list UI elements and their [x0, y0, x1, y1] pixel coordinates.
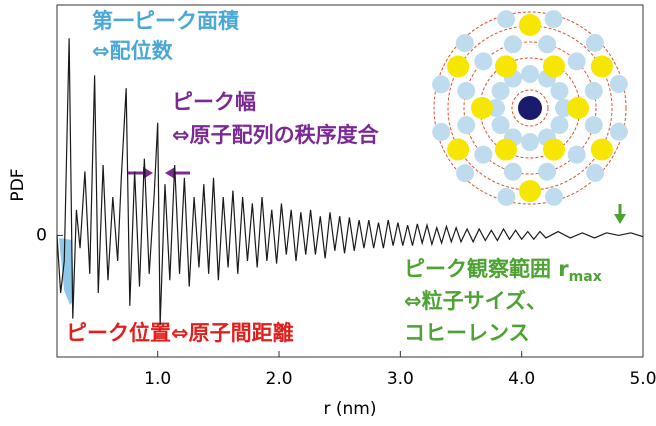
atom	[471, 97, 493, 119]
atom	[585, 82, 603, 100]
atom	[447, 56, 469, 78]
atom	[550, 82, 568, 100]
atom	[586, 164, 604, 182]
annotation: ピーク位置⇔原子間距離	[66, 321, 294, 345]
atom	[521, 65, 539, 83]
x-tick-label: 2.0	[266, 369, 293, 389]
atom	[586, 34, 604, 52]
atom	[585, 116, 603, 134]
x-axis-label: r (nm)	[324, 399, 377, 419]
atom	[497, 10, 515, 28]
atom	[521, 133, 539, 151]
atom	[545, 188, 563, 206]
atom	[456, 34, 474, 52]
atom	[495, 55, 517, 77]
x-tick-label: 5.0	[629, 369, 656, 389]
atom	[456, 164, 474, 182]
y-axis-label: PDF	[8, 168, 28, 201]
annotation-text: ピーク観察範囲 r	[404, 257, 569, 281]
center-atom	[518, 96, 542, 120]
atom	[504, 35, 522, 53]
atom	[545, 10, 563, 28]
atom	[447, 139, 469, 161]
atom	[568, 146, 586, 164]
range-arrow	[614, 204, 626, 224]
atom	[432, 123, 450, 141]
annotation: ⇔配位数	[92, 39, 174, 63]
structure-diagram	[432, 10, 628, 206]
atom	[474, 52, 492, 70]
x-tick-label: 1.0	[144, 369, 171, 389]
atom	[519, 14, 541, 36]
atom	[457, 82, 475, 100]
atom	[474, 146, 492, 164]
annotation: ピーク幅	[172, 90, 256, 114]
atom	[457, 116, 475, 134]
atom	[543, 55, 565, 77]
annotation: ⇔原子配列の秩序度合	[172, 123, 380, 147]
annotation: ⇔粒子サイズ、	[404, 289, 547, 313]
atom	[538, 35, 556, 53]
atom	[568, 52, 586, 70]
annotation: コヒーレンス	[404, 321, 530, 345]
atom	[504, 163, 522, 181]
atom	[519, 180, 541, 202]
atom	[591, 56, 613, 78]
chart: PDF r (nm) 第一ピーク面積 ⇔配位数 ピーク幅 ⇔原子配列の秩序度合 …	[0, 0, 656, 422]
atom	[610, 75, 628, 93]
atom	[610, 123, 628, 141]
annotation: ピーク観察範囲 rmax	[404, 257, 602, 285]
atom	[497, 188, 515, 206]
width-arrows	[128, 167, 190, 179]
atom	[495, 139, 517, 161]
y-tick-label: 0	[36, 225, 47, 245]
atom	[432, 75, 450, 93]
atom	[591, 139, 613, 161]
atom	[538, 163, 556, 181]
x-tick-label: 3.0	[387, 369, 414, 389]
atom	[567, 97, 589, 119]
page: {"chart_data": {"type": "line", "xlabel"…	[0, 0, 656, 426]
atom	[492, 116, 510, 134]
annotation: 第一ピーク面積	[92, 9, 240, 33]
annotation-subscript: max	[569, 269, 602, 285]
x-tick-label: 4.0	[508, 369, 535, 389]
atom	[543, 139, 565, 161]
